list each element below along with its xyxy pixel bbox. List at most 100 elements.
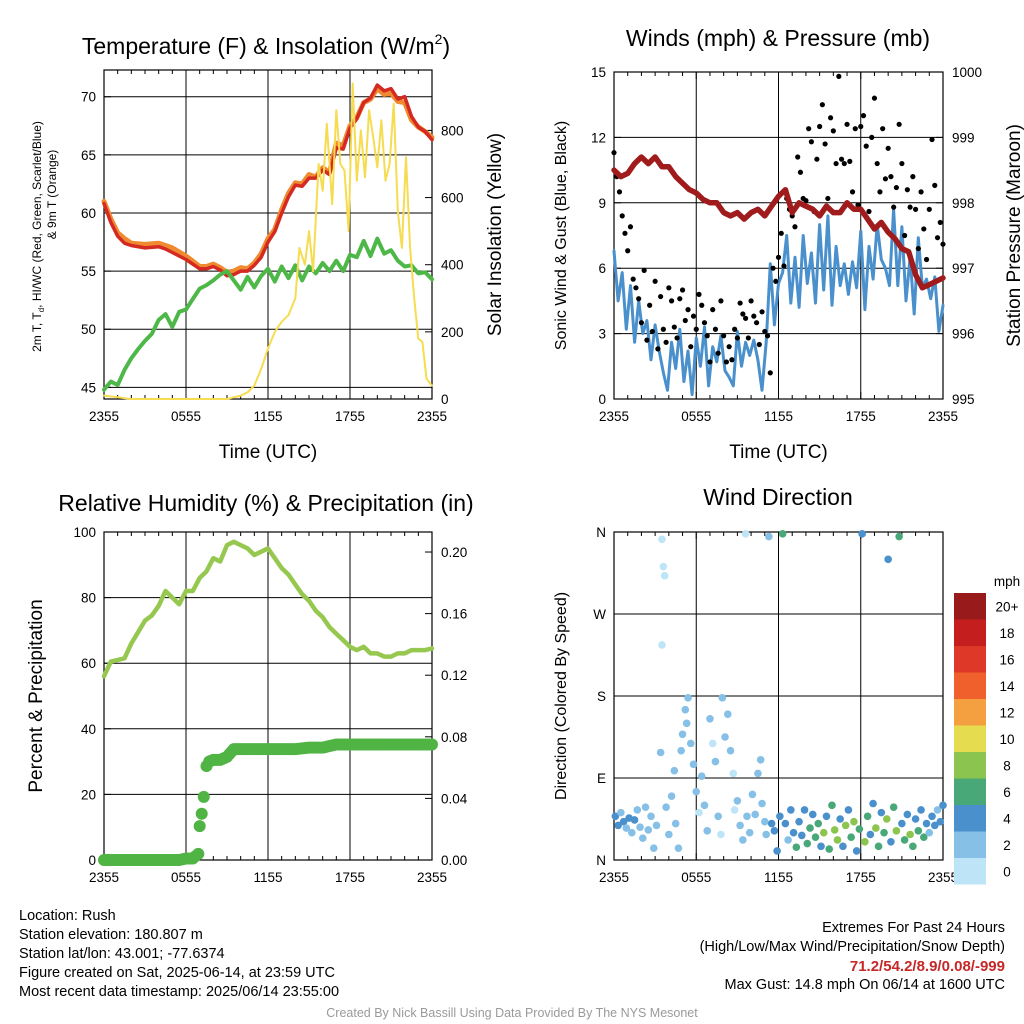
direction-point: [767, 819, 776, 828]
y2-tick-label: 0.04: [441, 791, 468, 806]
x-tick-label: 0555: [681, 870, 711, 885]
gust-point: [699, 302, 705, 308]
x-tick-label: 1155: [253, 409, 282, 424]
direction-point: [674, 844, 683, 852]
direction-point: [852, 847, 861, 855]
direction-point: [743, 812, 751, 821]
y-tick-label: N: [596, 525, 606, 540]
gust-point: [838, 156, 845, 162]
colorbar-label: 0: [1003, 864, 1011, 879]
direction-point: [671, 819, 680, 828]
gust-point: [660, 326, 666, 332]
direction-point: [874, 842, 883, 851]
precip-point: [197, 790, 210, 803]
gust-point: [707, 359, 713, 365]
direction-point: [741, 530, 750, 538]
direction-point: [869, 799, 877, 808]
elevation-text: Station elevation: 180.807 m: [19, 927, 203, 943]
y-tick-label: 50: [81, 322, 96, 337]
direction-point: [858, 530, 866, 538]
chart-title: Relative Humidity (%) & Precipitation (i…: [58, 490, 473, 516]
direction-point: [703, 827, 712, 835]
gust-point: [748, 298, 754, 304]
direction-point: [736, 821, 744, 830]
direction-point: [850, 817, 858, 826]
direction-point: [659, 562, 668, 571]
direction-point: [928, 812, 936, 821]
insolation-line: [103, 82, 433, 400]
direction-point: [758, 799, 766, 808]
gust-point: [652, 278, 658, 284]
direction-point: [677, 746, 685, 755]
x-tick-label: 1755: [335, 870, 365, 885]
gust-point: [721, 333, 727, 339]
gust-point: [641, 267, 647, 273]
precip-point: [195, 807, 208, 820]
gust-point: [616, 189, 623, 195]
max-gust-text: Max Gust: 14.8 mph On 06/14 at 1600 UTC: [724, 977, 1005, 993]
direction-point: [833, 836, 842, 844]
direction-point: [619, 817, 628, 826]
y-tick-label: 40: [81, 722, 96, 737]
gust-point: [630, 276, 636, 282]
gust-point: [814, 156, 820, 162]
colorbar-swatch: [954, 778, 986, 805]
gust-point: [860, 113, 867, 119]
temperature-2m-line: [102, 83, 434, 278]
direction-point: [714, 812, 722, 821]
direction-point: [611, 812, 620, 821]
gust-point: [682, 317, 688, 324]
direction-point: [700, 801, 709, 810]
x-tick-label: 1755: [335, 409, 365, 424]
gust-point: [871, 95, 878, 101]
direction-point: [649, 844, 658, 852]
gust-point: [937, 219, 943, 226]
gust-point: [767, 370, 773, 376]
direction-point: [721, 733, 729, 741]
gust-point: [885, 145, 891, 151]
credit-text: Created By Nick Bassill Using Data Provi…: [326, 1006, 698, 1020]
winds-panel: 2355 0555 1155 1755 2355 0 3 6 9 12 15 995 996 997 998…: [553, 25, 1024, 463]
gust-point: [910, 174, 916, 180]
temperature-panel: 2355 0555 1155 1755 2355 45 50 55 60 65 70 0 200 400 6…: [30, 31, 506, 463]
gust-point: [778, 230, 784, 236]
direction-point: [887, 837, 895, 846]
direction-point: [689, 760, 698, 769]
precip-point: [192, 847, 205, 860]
gust-point: [734, 335, 740, 341]
colorbar-swatch: [954, 858, 986, 885]
gust-point: [822, 141, 828, 147]
gust-point: [762, 328, 768, 335]
gust-point: [880, 126, 886, 132]
direction-point: [670, 766, 679, 775]
direction-point: [900, 836, 909, 844]
precip-point: [193, 820, 206, 833]
chart-title: Winds (mph) & Pressure (mb): [626, 25, 930, 51]
direction-point: [729, 769, 738, 778]
y-tick-label: 6: [598, 261, 606, 276]
direction-point: [830, 826, 839, 834]
gust-point: [827, 115, 834, 121]
y-tick-label: 20: [81, 787, 96, 802]
gust-point: [715, 350, 721, 356]
gust-point: [891, 204, 897, 210]
direction-point: [658, 641, 666, 649]
direction-point: [760, 817, 769, 826]
gust-point: [888, 174, 894, 180]
direction-point: [877, 808, 886, 817]
gust-point: [858, 123, 864, 130]
direction-point: [723, 710, 732, 719]
gust-point: [896, 121, 902, 127]
gust-point: [666, 285, 672, 291]
extremes-title: Extremes For Past 24 Hours: [822, 920, 1005, 936]
direction-point: [765, 532, 773, 541]
direction-point: [748, 790, 757, 799]
location-text: Location: Rush: [19, 908, 116, 924]
direction-point: [662, 803, 670, 811]
humidity-panel: 2355 0555 1155 1755 2355 0 20 40 60 80 100 0.00 0.04…: [26, 490, 474, 885]
y2-tick-label: 0.00: [441, 853, 467, 868]
gust-point: [847, 158, 853, 164]
direction-point: [792, 843, 801, 852]
colorbar-title: mph: [994, 574, 1020, 589]
y-tick-label: 60: [81, 206, 96, 221]
